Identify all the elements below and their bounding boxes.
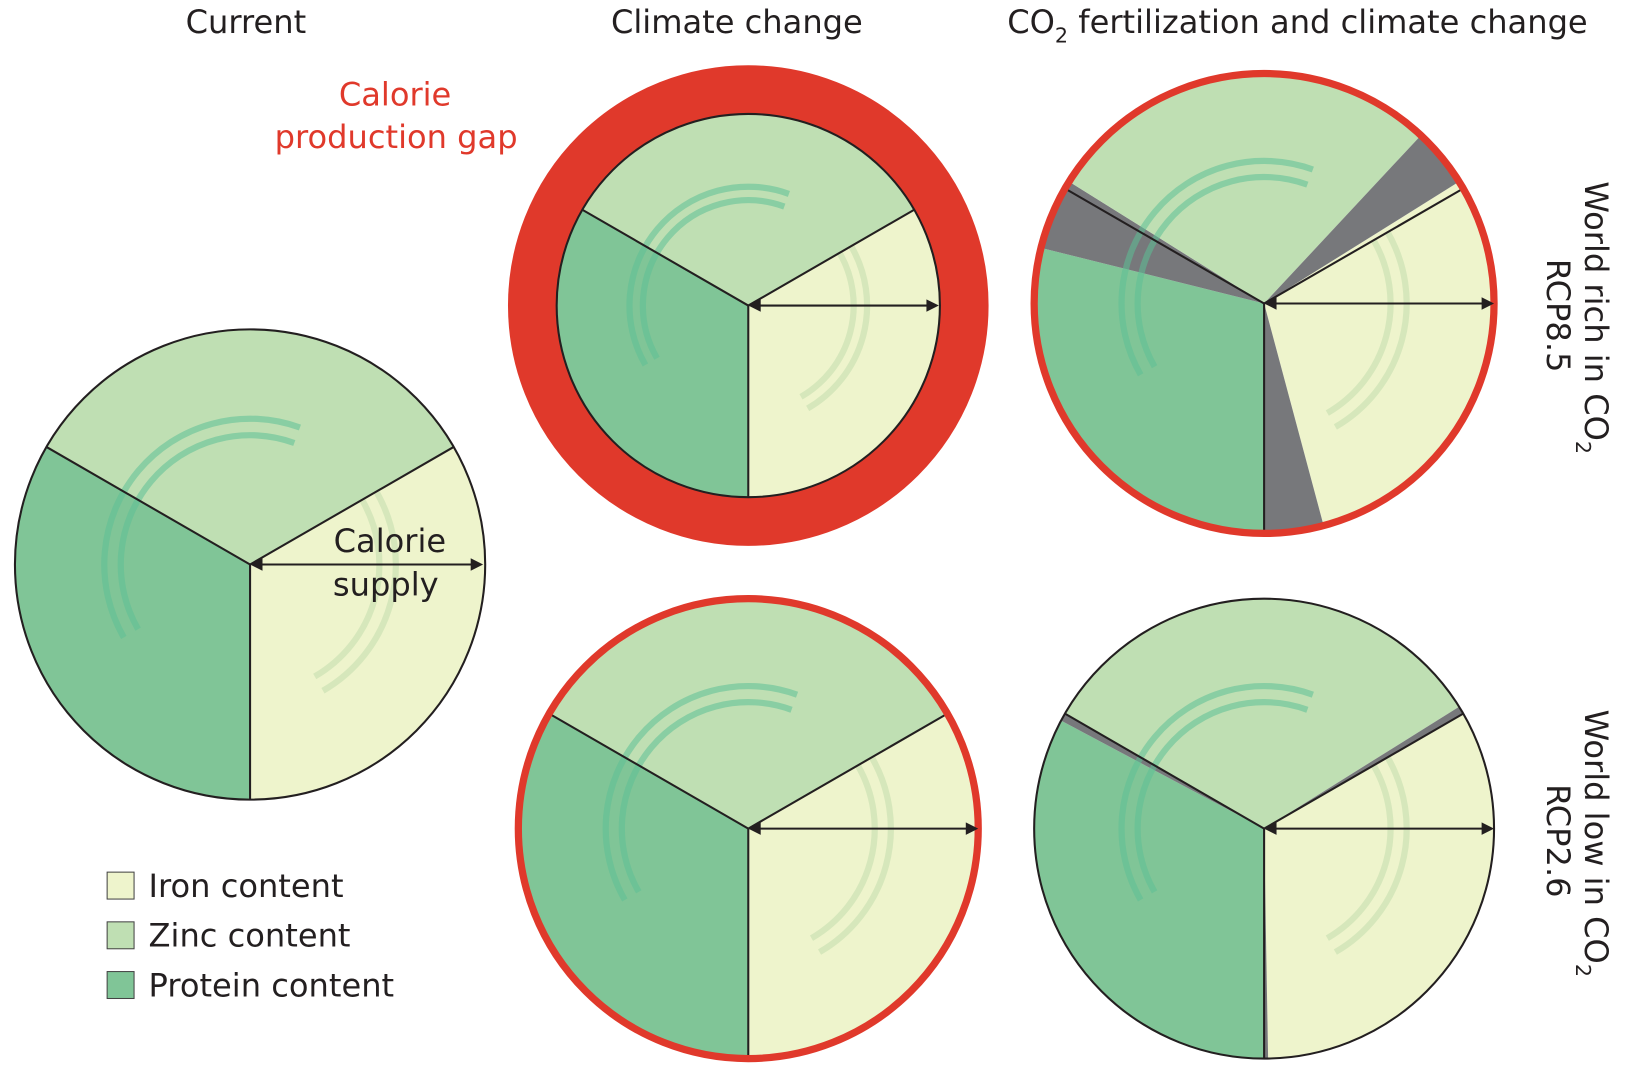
- plate-sector: [1264, 135, 1460, 304]
- plate-ring: [1134, 173, 1309, 369]
- plate-sector: [46, 329, 454, 565]
- plate-sector: [1034, 720, 1265, 1059]
- gap-label: production gap: [275, 118, 518, 156]
- divider: [45, 446, 251, 566]
- divider: [1263, 187, 1464, 305]
- supply-label: Calorie: [334, 522, 446, 560]
- legend-label: Protein content: [149, 966, 395, 1004]
- legend-label: Iron content: [149, 867, 344, 905]
- subscript: 2: [1055, 23, 1068, 47]
- subscript: 2: [1571, 441, 1595, 454]
- plate-sector: [1034, 247, 1265, 534]
- text: CO: [1007, 3, 1055, 41]
- text: World rich in CO: [1577, 181, 1615, 441]
- divider: [747, 712, 948, 830]
- divider: [1064, 712, 1265, 830]
- divider: [1064, 187, 1265, 305]
- plate-ring: [618, 699, 793, 894]
- plate-sector: [1264, 303, 1324, 534]
- plate-ring: [313, 498, 383, 680]
- plate-ring: [809, 763, 878, 941]
- plate-ring: [1134, 699, 1309, 894]
- gap-label: Calorie: [339, 76, 452, 114]
- text: World low in CO: [1577, 710, 1615, 964]
- row-label-line: World low in CO2: [1571, 710, 1615, 978]
- legend-swatch: [106, 921, 135, 950]
- legend-label: Zinc content: [149, 917, 351, 955]
- divider: [581, 208, 749, 307]
- supply-label: supply: [333, 566, 439, 604]
- divider: [747, 208, 915, 307]
- row-label: World rich in CO2 RCP8.5: [1539, 181, 1615, 454]
- row-label: World low in CO2 RCP2.6: [1539, 710, 1615, 978]
- plate-sector: [1069, 73, 1421, 304]
- plate-ring: [1118, 682, 1314, 902]
- plate-sector: [1264, 706, 1464, 829]
- plate-ring: [602, 682, 799, 902]
- plate-ring: [1325, 763, 1394, 941]
- plate-ring: [1333, 755, 1410, 955]
- plate-ring: [626, 183, 790, 367]
- row-label-line: RCP2.6: [1539, 784, 1577, 898]
- legend-swatch: [106, 971, 135, 1000]
- plate-ring: [799, 251, 857, 400]
- gap-ring: [507, 65, 989, 546]
- row-label-line: RCP8.5: [1539, 259, 1577, 373]
- plate-ring: [639, 197, 786, 360]
- plate-sector: [549, 598, 948, 829]
- plate-sector: [1064, 598, 1460, 829]
- plates: [13, 65, 1498, 1063]
- column-title: Current: [186, 3, 307, 41]
- plate-ring: [806, 244, 871, 412]
- plate-ring: [1333, 230, 1410, 430]
- legend: Iron content Zinc content Protein conten…: [106, 867, 395, 1004]
- divider: [1263, 712, 1464, 830]
- plate-ring: [101, 415, 301, 639]
- divider: [548, 712, 749, 830]
- plate-edge: [555, 112, 941, 499]
- plate-ring: [117, 432, 296, 631]
- plate-ring: [1325, 238, 1394, 416]
- column-title: CO2 fertilization and climate change: [1007, 3, 1587, 47]
- plate-edge: [13, 328, 487, 801]
- text: fertilization and climate change: [1068, 3, 1588, 41]
- subscript: 2: [1571, 964, 1595, 977]
- column-title: Climate change: [611, 3, 863, 41]
- row-label-line: World rich in CO2: [1571, 181, 1615, 454]
- plate-ring: [818, 755, 894, 955]
- plate-ring: [321, 490, 399, 694]
- plate-ring: [1118, 157, 1314, 377]
- legend-swatch: [106, 871, 135, 900]
- divider: [249, 446, 455, 566]
